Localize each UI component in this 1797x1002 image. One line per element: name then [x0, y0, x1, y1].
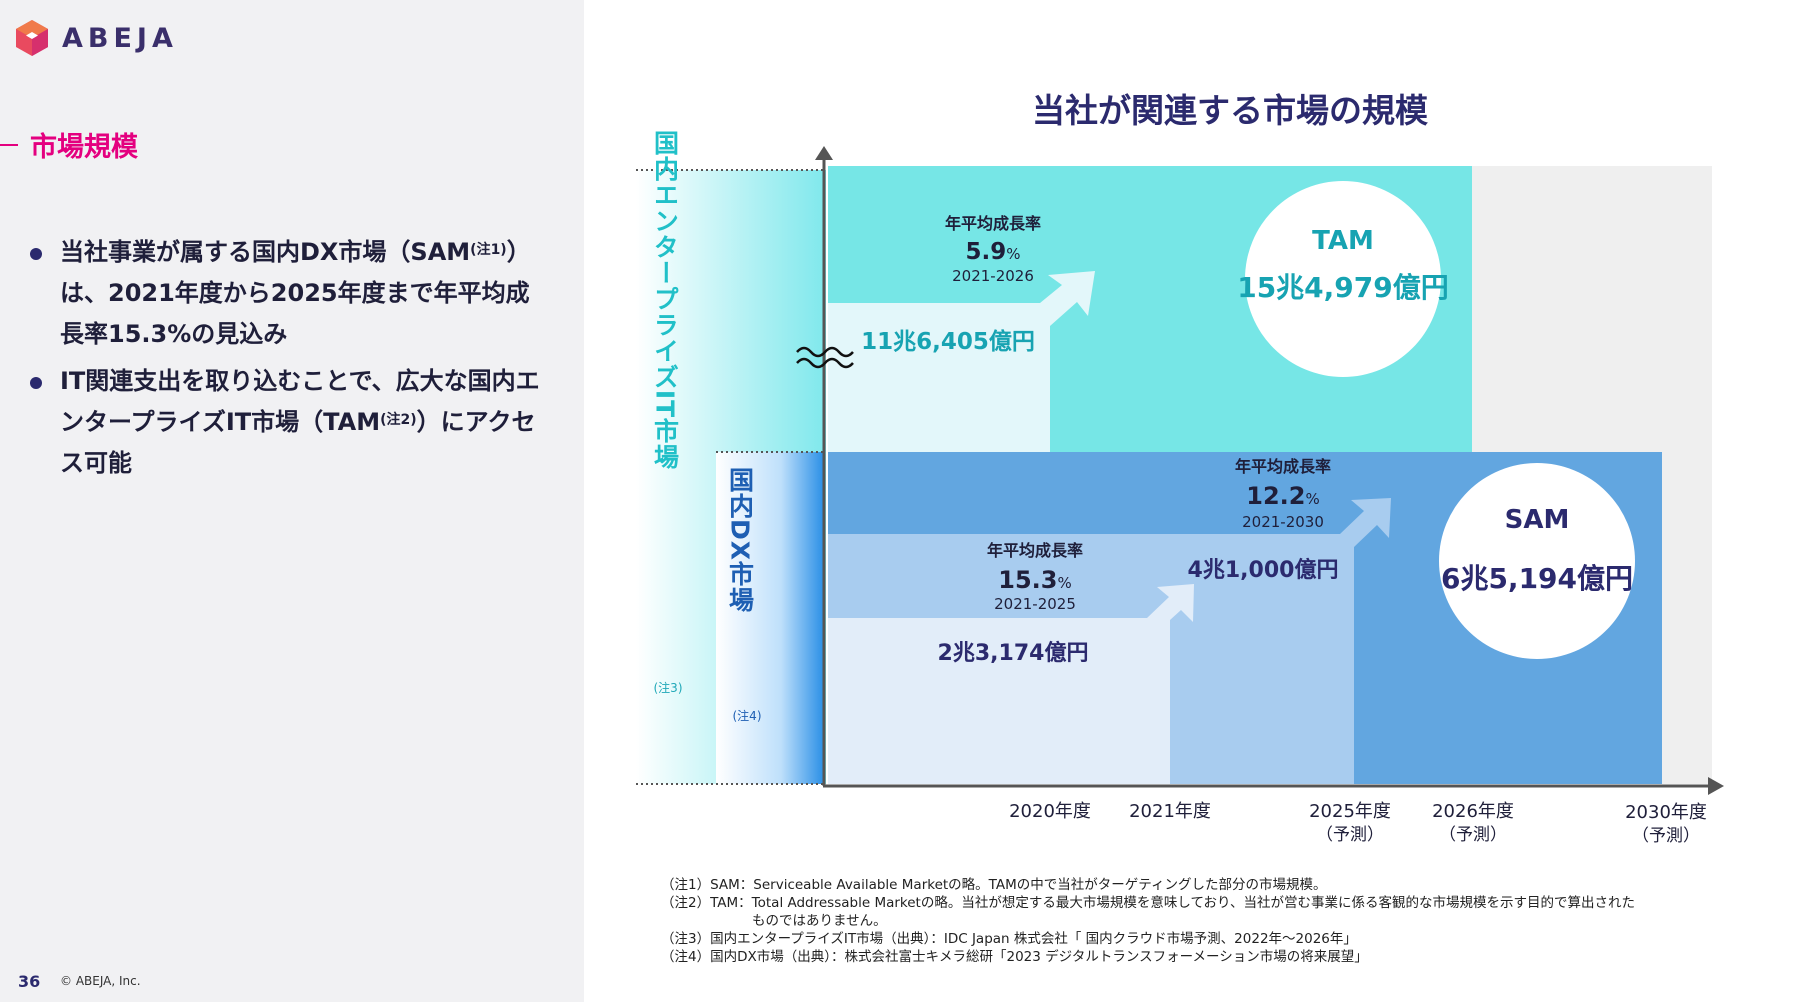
bullet-footnote-ref: (注2) [380, 412, 417, 428]
enterprise-it-market-label: 国内エンタープライズIT市場 [651, 130, 680, 470]
x-label-2020: 2020年度 [1009, 801, 1091, 822]
page-number: 36 [18, 972, 41, 991]
tam-value: 15兆4,979億円 [1237, 271, 1449, 304]
bullet-footnote-ref: (注1) [470, 242, 507, 258]
bullet-text-rest: ）は、2021年度から2025年度まで年平均成長率15.3%の見込み [60, 238, 531, 348]
section-heading: 市場規模 [0, 125, 138, 164]
sam-cagr1-label: 年平均成長率 [987, 541, 1083, 560]
sam-cagr2-rate: 12.2% [1246, 482, 1319, 510]
footnote: （注2）TAM：Total Addressable Marketの略。当社が想定… [661, 895, 1635, 911]
tam-cagr-label: 年平均成長率 [945, 214, 1041, 233]
y-axis-arrow-icon [815, 146, 833, 160]
x-label-2026: 2026年度 [1432, 801, 1514, 822]
bullet-icon [30, 248, 42, 260]
logo-text: ABEJA [62, 22, 178, 54]
x-label-2030: 2030年度 [1625, 802, 1707, 823]
footnote: （注4）国内DX市場（出典）：株式会社富士キメラ総研「2023 デジタルトランス… [661, 949, 1368, 965]
left-panel: ABEJA 市場規模 当社事業が属する国内DX市場（SAM(注1)）は、2021… [0, 0, 584, 1002]
bullet-list: 当社事業が属する国内DX市場（SAM(注1)）は、2021年度から2025年度ま… [30, 232, 545, 490]
section-dash [0, 143, 18, 146]
sam-cagr1-value: 15.3 [998, 566, 1057, 594]
x-axis-arrow-icon [1708, 777, 1724, 795]
tam-title: TAM [1312, 226, 1374, 256]
tam-base-value: 11兆6,405億円 [861, 328, 1035, 355]
bullet-item: 当社事業が属する国内DX市場（SAM(注1)）は、2021年度から2025年度ま… [30, 232, 545, 355]
footnote: （注3）国内エンタープライズIT市場（出典）：IDC Japan 株式会社「 国… [661, 931, 1357, 947]
tam-cagr-period: 2021-2026 [952, 267, 1034, 285]
copyright: © ABEJA, Inc. [60, 974, 141, 988]
sam-cagr1-rate: 15.3% [998, 566, 1071, 594]
axis-break-icon [796, 346, 854, 369]
x-label-2025: 2025年度 [1309, 801, 1391, 822]
sam-cagr2-period: 2021-2030 [1242, 513, 1324, 531]
x-label-2030-sub: （予測） [1632, 826, 1700, 846]
dx-market-note: (注4) [733, 708, 762, 723]
x-label-2021: 2021年度 [1129, 801, 1211, 822]
abeja-logo: ABEJA [12, 18, 178, 58]
bullet-icon [30, 377, 42, 389]
tam-cagr-rate: 5.9% [965, 239, 1020, 265]
bullet-text: 当社事業が属する国内DX市場（SAM [60, 238, 471, 266]
x-label-2026-sub: （予測） [1439, 825, 1507, 845]
diagram-title: 当社が関連する市場の規模 [1032, 91, 1429, 130]
tam-cagr-unit: % [1006, 245, 1020, 263]
sam-base-area [828, 584, 1194, 784]
bullet-text-rest: ）にアクセス可能 [60, 408, 536, 477]
footnote-continuation: ものではありません。 [752, 913, 887, 929]
sam-cagr1-period: 2021-2025 [994, 595, 1076, 613]
sam-cagr2-label: 年平均成長率 [1235, 457, 1331, 476]
dx-market-label: 国内DX市場 [726, 467, 755, 613]
sam-value: 6兆5,194億円 [1441, 562, 1633, 595]
sam-mid-value: 4兆1,000億円 [1188, 557, 1339, 583]
tam-base-area [828, 271, 1095, 452]
sam-title: SAM [1505, 505, 1570, 535]
bullet-item: IT関連支出を取り込むことで、広大な国内エンタープライズIT市場（TAM(注2)… [30, 361, 545, 484]
bullet-text: IT関連支出を取り込むことで、広大な国内エンタープライズIT市場（TAM [60, 367, 540, 436]
sam-cagr1-unit: % [1057, 574, 1071, 592]
sam-circle [1439, 463, 1635, 659]
abeja-logo-icon [16, 20, 48, 56]
footnotes: （注1）SAM：Serviceable Available Marketの略。T… [661, 876, 1741, 966]
sam-cagr2-value: 12.2 [1246, 482, 1305, 510]
enterprise-it-market-note: (注3) [654, 680, 683, 695]
section-title: 市場規模 [30, 132, 138, 163]
sam-cagr2-unit: % [1305, 490, 1319, 508]
tam-cagr-value: 5.9 [965, 239, 1006, 265]
footnote: （注1）SAM：Serviceable Available Marketの略。T… [661, 877, 1327, 893]
inner-label-gradient [716, 452, 824, 784]
sam-base-value: 2兆3,174億円 [938, 640, 1089, 666]
tam-circle [1245, 181, 1441, 377]
x-label-2025-sub: （予測） [1316, 825, 1384, 845]
